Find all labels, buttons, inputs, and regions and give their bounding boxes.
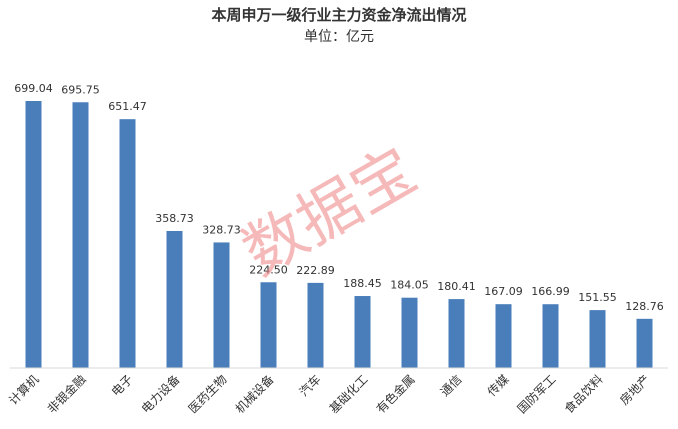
value-label: 695.75 (61, 83, 100, 96)
bar (307, 282, 324, 368)
bar (448, 299, 465, 368)
value-label: 166.99 (531, 285, 570, 298)
value-label: 151.55 (578, 291, 617, 304)
value-label: 358.73 (155, 212, 194, 225)
x-tick-label: 非银金融 (44, 372, 89, 417)
x-tick-label: 汽车 (296, 372, 324, 400)
value-label: 651.47 (108, 100, 147, 113)
value-label: 180.41 (437, 280, 476, 293)
value-label: 167.09 (484, 285, 523, 298)
bar (119, 119, 136, 369)
value-label: 224.50 (249, 263, 288, 276)
x-tick-label: 机械设备 (232, 372, 277, 417)
value-label: 184.05 (390, 279, 429, 292)
value-label: 222.89 (296, 264, 335, 277)
bar (589, 310, 606, 368)
bar (401, 297, 418, 368)
value-label: 128.76 (625, 300, 664, 313)
x-tick-label: 基础化工 (327, 372, 371, 416)
bar (260, 282, 277, 368)
x-tick-label: 国防军工 (514, 372, 559, 417)
bar (213, 242, 230, 368)
x-tick-label: 医药生物 (186, 372, 230, 416)
x-tick-label: 传媒 (484, 372, 512, 400)
x-tick-label: 有色金属 (373, 372, 418, 417)
value-label: 188.45 (343, 277, 382, 290)
bar (166, 230, 183, 368)
bar (636, 318, 653, 368)
value-label: 328.73 (202, 223, 241, 236)
bar (542, 304, 559, 368)
value-label: 699.04 (14, 82, 53, 95)
bar (354, 296, 371, 368)
bar (72, 102, 89, 368)
x-tick-label: 计算机 (6, 372, 42, 408)
x-tick-label: 食品饮料 (561, 372, 606, 417)
chart-title: 本周申万一级行业主力资金净流出情况 (211, 6, 466, 24)
x-tick-label: 通信 (438, 372, 465, 399)
bar (25, 101, 42, 368)
x-tick-label: 电子 (109, 372, 136, 399)
chart-subtitle: 单位：亿元 (304, 29, 374, 45)
x-tick-label: 房地产 (617, 372, 653, 408)
x-tick-label: 电力设备 (139, 372, 183, 416)
bar (495, 304, 512, 368)
